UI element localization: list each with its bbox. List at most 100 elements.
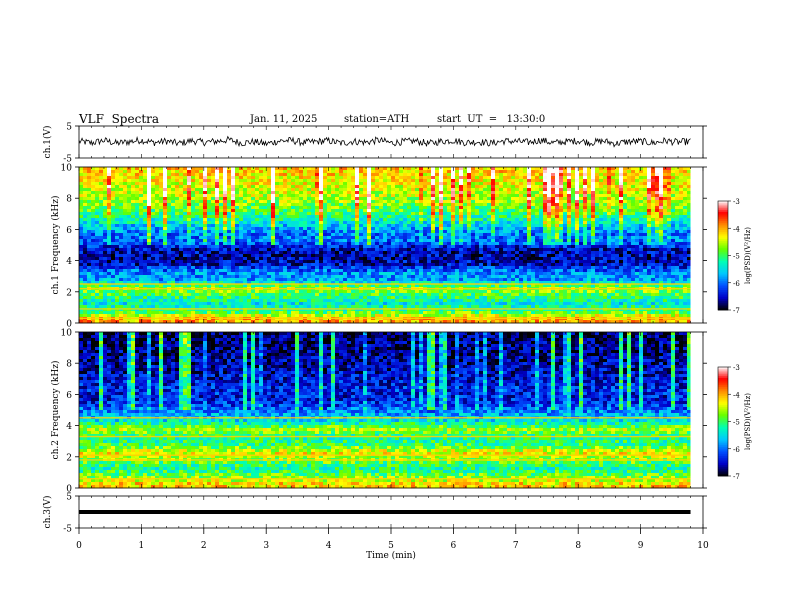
ch1-psd-cell [175, 167, 180, 171]
ch1-psd-cell [207, 290, 212, 294]
ch1-psd-cell [239, 305, 244, 309]
ch1-psd-cell [235, 239, 240, 243]
ch1-psd-cell [91, 185, 96, 189]
ch1-psd-cell [403, 278, 408, 282]
ch1-psd-cell [255, 215, 260, 219]
ch1-psd-cell [227, 200, 232, 204]
ch1-psd-cell [315, 248, 320, 252]
ch1-psd-cell [339, 179, 344, 183]
ch1-psd-cell [91, 299, 96, 303]
ch1-psd-cell [323, 284, 328, 288]
ch1-psd-cell [207, 221, 212, 225]
ch1-psd-cell [143, 275, 148, 279]
ch1-psd-cell [215, 299, 220, 303]
ch1-psd-cell [415, 275, 420, 279]
ch1-psd-cell [227, 296, 232, 300]
ch1-psd-cell [411, 185, 416, 189]
ch1-psd-cell [275, 212, 280, 216]
ch1-psd-cell [347, 263, 352, 267]
ch1-psd-cell [131, 257, 136, 261]
ch1-psd-cell [203, 275, 208, 279]
ch1-psd-cell [331, 260, 336, 264]
ch1-psd-cell [307, 194, 312, 198]
ch1-psd-cell [279, 230, 284, 234]
ch1-psd-cell [191, 167, 196, 171]
ch1-psd-cell [355, 203, 360, 207]
ch1-psd-cell [335, 176, 340, 180]
ch1-psd-cell [207, 191, 212, 195]
ch1-psd-cell [79, 176, 84, 180]
ch1-psd-cell [87, 290, 92, 294]
ch1-psd-cell [91, 251, 96, 255]
ch1-psd-cell [323, 278, 328, 282]
ch1-psd-cell [379, 194, 384, 198]
ch1-psd-cell [395, 293, 400, 297]
ch1-psd-cell [375, 194, 380, 198]
ch1-psd-cell [263, 242, 268, 246]
ch1-psd-cell [127, 272, 132, 276]
ch1-psd-cell [219, 248, 224, 252]
ch1-psd-cell [271, 278, 276, 282]
ch1-psd-cell [379, 191, 384, 195]
ch1-psd-cell [183, 275, 188, 279]
ch1-psd-cell [383, 209, 388, 213]
ch1-psd-cell [451, 239, 456, 243]
ch1-psd-cell [367, 320, 372, 324]
ch1-psd-cell [327, 233, 332, 237]
ch1-psd-cell [231, 266, 236, 270]
ch1-psd-cell [235, 167, 240, 171]
ch1-psd-cell [251, 254, 256, 258]
ch1-psd-cell [255, 233, 260, 237]
ch1-psd-cell [299, 236, 304, 240]
ch1-psd-cell [203, 296, 208, 300]
ch1-psd-cell [215, 305, 220, 309]
ch1-psd-cell [87, 167, 92, 171]
ch1-psd-cell [191, 185, 196, 189]
ch1-psd-cell [327, 209, 332, 213]
ch1-psd-cell [195, 278, 200, 282]
ch1-psd-cell [231, 263, 236, 267]
ch1-psd-cell [319, 248, 324, 252]
ch1-psd-cell [95, 206, 100, 210]
ch1-psd-cell [143, 188, 148, 192]
ch1-psd-cell [235, 227, 240, 231]
ch1-psd-cell [415, 230, 420, 234]
ch1-psd-cell [411, 305, 416, 309]
ch1-psd-cell [155, 278, 160, 282]
ch1-psd-cell [379, 290, 384, 294]
ch1-psd-cell [91, 290, 96, 294]
ch1-psd-cell [279, 197, 284, 201]
ch1-psd-cell [103, 182, 108, 186]
ch1-psd-cell [359, 272, 364, 276]
ch1-psd-cell [155, 167, 160, 171]
ch1-psd-cell [143, 257, 148, 261]
ch1-psd-cell [359, 221, 364, 225]
ch1-psd-cell [335, 212, 340, 216]
ch1-psd-cell [255, 188, 260, 192]
ch1-psd-cell [103, 308, 108, 312]
ch1-psd-cell [315, 278, 320, 282]
ch1-psd-cell [223, 311, 228, 315]
ch1-psd-cell [315, 245, 320, 249]
ch1-psd-cell [427, 305, 432, 309]
ch1-psd-cell [319, 305, 324, 309]
ch1-psd-cell [355, 293, 360, 297]
ch1-psd-cell [311, 275, 316, 279]
ch1-psd-cell [407, 182, 412, 186]
ch1-psd-cell [79, 179, 84, 183]
ch1-psd-cell [339, 293, 344, 297]
ch1-psd-cell [411, 209, 416, 213]
ch1-psd-cell [299, 269, 304, 273]
ch1-psd-cell [395, 185, 400, 189]
ch1-psd-cell [323, 185, 328, 189]
ch1-psd-cell [299, 302, 304, 306]
ch1-psd-cell [283, 245, 288, 249]
ch1-psd-cell [139, 293, 144, 297]
ch1-psd-cell [183, 170, 188, 174]
ch1-psd-cell [199, 245, 204, 249]
ch1-psd-cell [315, 311, 320, 315]
ch1-psd-cell [431, 251, 436, 255]
ch1-psd-cell [343, 266, 348, 270]
ch1-psd-cell [151, 305, 156, 309]
ch1-psd-cell [135, 236, 140, 240]
